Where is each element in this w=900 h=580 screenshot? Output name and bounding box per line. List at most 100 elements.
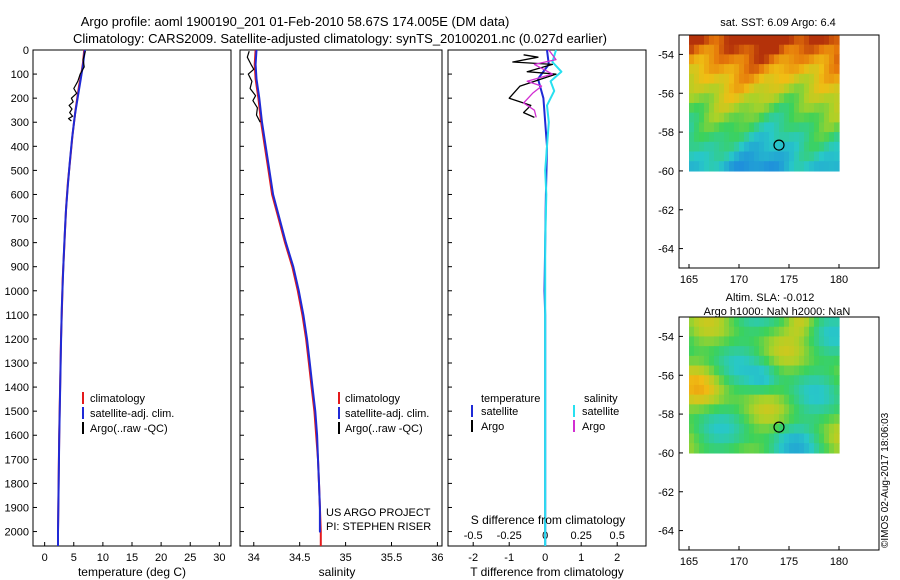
map-lon-tick-label: 170 — [730, 274, 748, 286]
heatmap-cell — [799, 122, 805, 133]
heatmap-cell — [729, 54, 735, 65]
heatmap-cell — [819, 132, 825, 143]
difference-panel: -2 -1 0 1 2 -0.5 -0.25 0 0.25 0.5 temperature sa… — [447, 49, 647, 579]
heatmap-cell — [709, 102, 715, 114]
heatmap-cell — [739, 132, 745, 143]
heatmap-cell — [759, 346, 765, 357]
map-lat-tick-label: -54 — [658, 49, 674, 61]
heatmap-cell — [764, 433, 770, 444]
heatmap-cell — [774, 365, 780, 376]
legend-title-salinity: salinity — [584, 393, 618, 405]
heatmap-cell — [809, 73, 815, 85]
heatmap-cell — [749, 122, 755, 133]
heatmap-cell — [744, 423, 750, 435]
heatmap-cell — [774, 132, 780, 143]
heatmap-cell — [739, 44, 745, 56]
heatmap-cell — [784, 44, 790, 56]
heatmap-cell — [754, 317, 760, 328]
heatmap-cell — [809, 375, 815, 386]
heatmap-cell — [824, 375, 830, 386]
heatmap-cell — [764, 404, 770, 415]
heatmap-cell — [764, 93, 770, 104]
heatmap-cell — [739, 64, 745, 75]
heatmap-cell — [784, 93, 790, 104]
heatmap-cell — [789, 122, 795, 133]
s-difference-label: S difference from climatology — [471, 513, 626, 527]
heatmap-cell — [724, 141, 730, 153]
heatmap-cell — [779, 326, 785, 338]
heatmap-cell — [804, 64, 810, 75]
heatmap-cell — [754, 375, 760, 386]
heatmap-cell — [754, 102, 760, 114]
heatmap-cell — [784, 73, 790, 85]
heatmap-cell — [819, 346, 825, 357]
heatmap-cell — [704, 326, 710, 338]
heatmap-cell — [784, 102, 790, 114]
sla-map-title-line1: Altim. SLA: -0.012 — [726, 292, 815, 304]
heatmap-cell — [799, 423, 805, 435]
heatmap-cell — [699, 112, 705, 123]
heatmap-cell — [729, 433, 735, 444]
t-difference-tick-label: -1 — [504, 552, 514, 564]
series-line-argo — [67, 51, 86, 122]
heatmap-cell — [694, 73, 700, 85]
heatmap-cell — [834, 317, 840, 328]
legend-label-t-argo: Argo — [481, 421, 504, 433]
heatmap-cell — [779, 73, 785, 85]
heatmap-cell — [739, 375, 745, 386]
heatmap-cell — [794, 384, 800, 396]
heatmap-cell — [799, 93, 805, 104]
heatmap-cell — [724, 317, 730, 328]
heatmap-cell — [714, 102, 720, 114]
heatmap-cell — [814, 317, 820, 328]
heatmap-cell — [784, 336, 790, 347]
heatmap-cell — [784, 346, 790, 357]
heatmap-cell — [774, 73, 780, 85]
heatmap-cell — [769, 83, 775, 94]
heatmap-cell — [809, 44, 815, 56]
heatmap-cell — [694, 141, 700, 153]
legend-label-argo: Argo(..raw -QC) — [345, 423, 423, 435]
heatmap-cell — [709, 423, 715, 435]
heatmap-cell — [834, 384, 840, 396]
heatmap-cell — [689, 35, 695, 46]
heatmap-cell — [794, 336, 800, 347]
heatmap-cell — [829, 404, 835, 415]
heatmap-cell — [739, 317, 745, 328]
heatmap-cell — [789, 355, 795, 367]
heatmap-cell — [789, 73, 795, 85]
salinity-tick-label: 35 — [339, 552, 351, 564]
heatmap-cell — [794, 64, 800, 75]
heatmap-cell — [689, 355, 695, 367]
map-lon-tick-label: 180 — [830, 274, 848, 286]
heatmap-cell — [794, 141, 800, 153]
s-difference-tick-label: 0.25 — [570, 530, 591, 542]
heatmap-cell — [794, 102, 800, 114]
heatmap-cell — [724, 375, 730, 386]
heatmap-cell — [714, 112, 720, 123]
heatmap-cell — [804, 346, 810, 357]
heatmap-cell — [804, 141, 810, 153]
heatmap-cell — [789, 112, 795, 123]
heatmap-cell — [689, 44, 695, 56]
heatmap-cell — [709, 151, 715, 162]
heatmap-cell — [819, 384, 825, 396]
sst-map-panel: sat. SST: 6.09 Argo: 6.4 165 170 175 180 -54… — [658, 17, 880, 286]
heatmap-cell — [779, 54, 785, 65]
heatmap-cell — [824, 317, 830, 328]
heatmap-cell — [709, 54, 715, 65]
heatmap-cell — [689, 346, 695, 357]
heatmap-cell — [829, 384, 835, 396]
heatmap-cell — [804, 132, 810, 143]
imos-watermark: ©IMOS 02-Aug-2017 18:06:03 — [880, 412, 891, 548]
heatmap-cell — [819, 336, 825, 347]
heatmap-cell — [834, 141, 840, 153]
heatmap-cell — [749, 73, 755, 85]
heatmap-cell — [824, 443, 830, 454]
heatmap-cell — [804, 122, 810, 133]
heatmap-cell — [779, 132, 785, 143]
salinity-legend: climatology satellite-adj. clim. Argo(..… — [338, 392, 429, 435]
heatmap-cell — [799, 394, 805, 405]
heatmap-cell — [749, 355, 755, 367]
heatmap-cell — [819, 326, 825, 338]
